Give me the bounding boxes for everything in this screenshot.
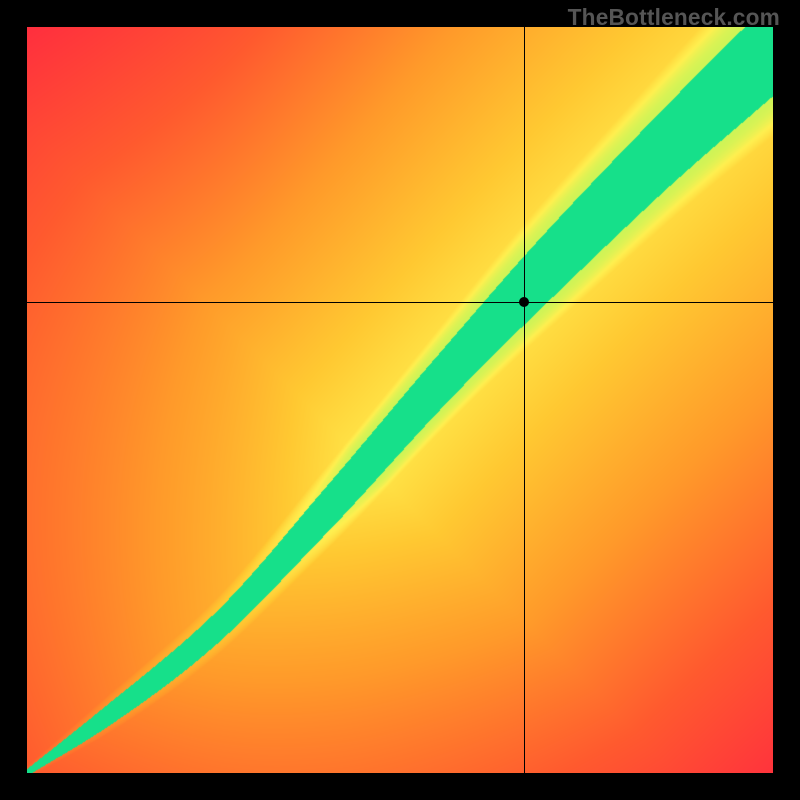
watermark-text: TheBottleneck.com (568, 4, 780, 31)
heatmap-plot (27, 27, 773, 773)
crosshair-vertical (524, 27, 525, 773)
data-point-marker (519, 297, 529, 307)
heatmap-canvas (27, 27, 773, 773)
crosshair-horizontal (27, 302, 773, 303)
